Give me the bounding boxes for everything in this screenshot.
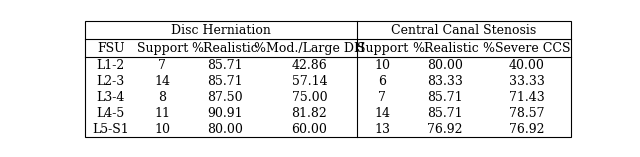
Text: 85.71: 85.71 [428,91,463,104]
Text: 81.82: 81.82 [292,107,327,120]
Text: 14: 14 [374,107,390,120]
Text: 33.33: 33.33 [509,75,545,88]
Text: 76.92: 76.92 [428,123,463,136]
Text: 57.14: 57.14 [292,75,327,88]
Text: %Realistic: %Realistic [412,42,479,55]
Text: %Realistic: %Realistic [192,42,259,55]
Text: %Mod./Large DH: %Mod./Large DH [254,42,365,55]
Text: L1-2: L1-2 [97,59,125,72]
Text: 90.91: 90.91 [207,107,243,120]
Text: 40.00: 40.00 [509,59,545,72]
Text: L2-3: L2-3 [97,75,125,88]
Text: L3-4: L3-4 [97,91,125,104]
Text: 8: 8 [158,91,166,104]
Text: FSU: FSU [97,42,125,55]
Text: 85.71: 85.71 [207,59,243,72]
Text: 7: 7 [158,59,166,72]
Text: 7: 7 [378,91,387,104]
Text: 10: 10 [154,123,170,136]
Text: Support: Support [356,42,408,55]
Text: 85.71: 85.71 [207,75,243,88]
Text: 87.50: 87.50 [207,91,243,104]
Text: 6: 6 [378,75,387,88]
Text: L5-S1: L5-S1 [92,123,129,136]
Text: 76.92: 76.92 [509,123,545,136]
Text: 60.00: 60.00 [291,123,327,136]
Text: 85.71: 85.71 [428,107,463,120]
Text: 78.57: 78.57 [509,107,545,120]
Text: 10: 10 [374,59,390,72]
Text: Support: Support [136,42,188,55]
Text: %Severe CCS: %Severe CCS [483,42,570,55]
Text: 13: 13 [374,123,390,136]
Text: 42.86: 42.86 [292,59,327,72]
Text: 11: 11 [154,107,170,120]
Text: 80.00: 80.00 [428,59,463,72]
Text: Central Canal Stenosis: Central Canal Stenosis [391,24,536,37]
Text: 75.00: 75.00 [292,91,327,104]
Text: 83.33: 83.33 [428,75,463,88]
Text: 80.00: 80.00 [207,123,243,136]
Text: L4-5: L4-5 [97,107,125,120]
Text: 71.43: 71.43 [509,91,545,104]
Text: 14: 14 [154,75,170,88]
Text: Disc Herniation: Disc Herniation [171,24,271,37]
